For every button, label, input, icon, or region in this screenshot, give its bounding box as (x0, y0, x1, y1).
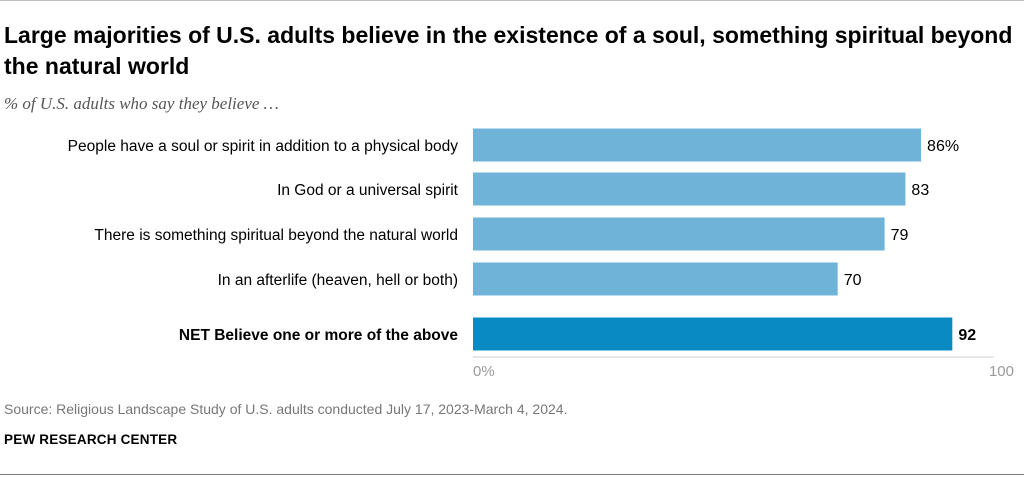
x-tick-label: 100 (989, 363, 1014, 380)
category-label: People have a soul or spirit in addition… (68, 138, 459, 155)
bar (473, 317, 953, 351)
x-tick-label: 0% (473, 363, 495, 380)
top-rule (0, 0, 1024, 1)
bar-chart: People have a soul or spirit in addition… (68, 128, 1014, 380)
data-label: 92 (958, 327, 976, 344)
organization-name: PEW RESEARCH CENTER (4, 432, 178, 447)
data-label: 83 (911, 182, 929, 199)
source-note: Source: Religious Landscape Study of U.S… (4, 401, 568, 417)
bar (473, 262, 838, 296)
chart-title: Large majorities of U.S. adults believe … (4, 22, 1013, 79)
category-label: In God or a universal spirit (277, 182, 459, 199)
bar (473, 172, 906, 206)
data-label: 86% (927, 138, 959, 155)
bar (473, 217, 885, 251)
chart-subtitle: % of U.S. adults who say they believe … (4, 94, 279, 113)
category-label: In an afterlife (heaven, hell or both) (218, 272, 458, 289)
category-label: There is something spiritual beyond the … (94, 227, 458, 244)
bar (473, 128, 922, 162)
data-label: 70 (844, 272, 862, 289)
category-label: NET Believe one or more of the above (179, 327, 458, 344)
data-label: 79 (891, 227, 909, 244)
bottom-rule (0, 474, 1024, 475)
